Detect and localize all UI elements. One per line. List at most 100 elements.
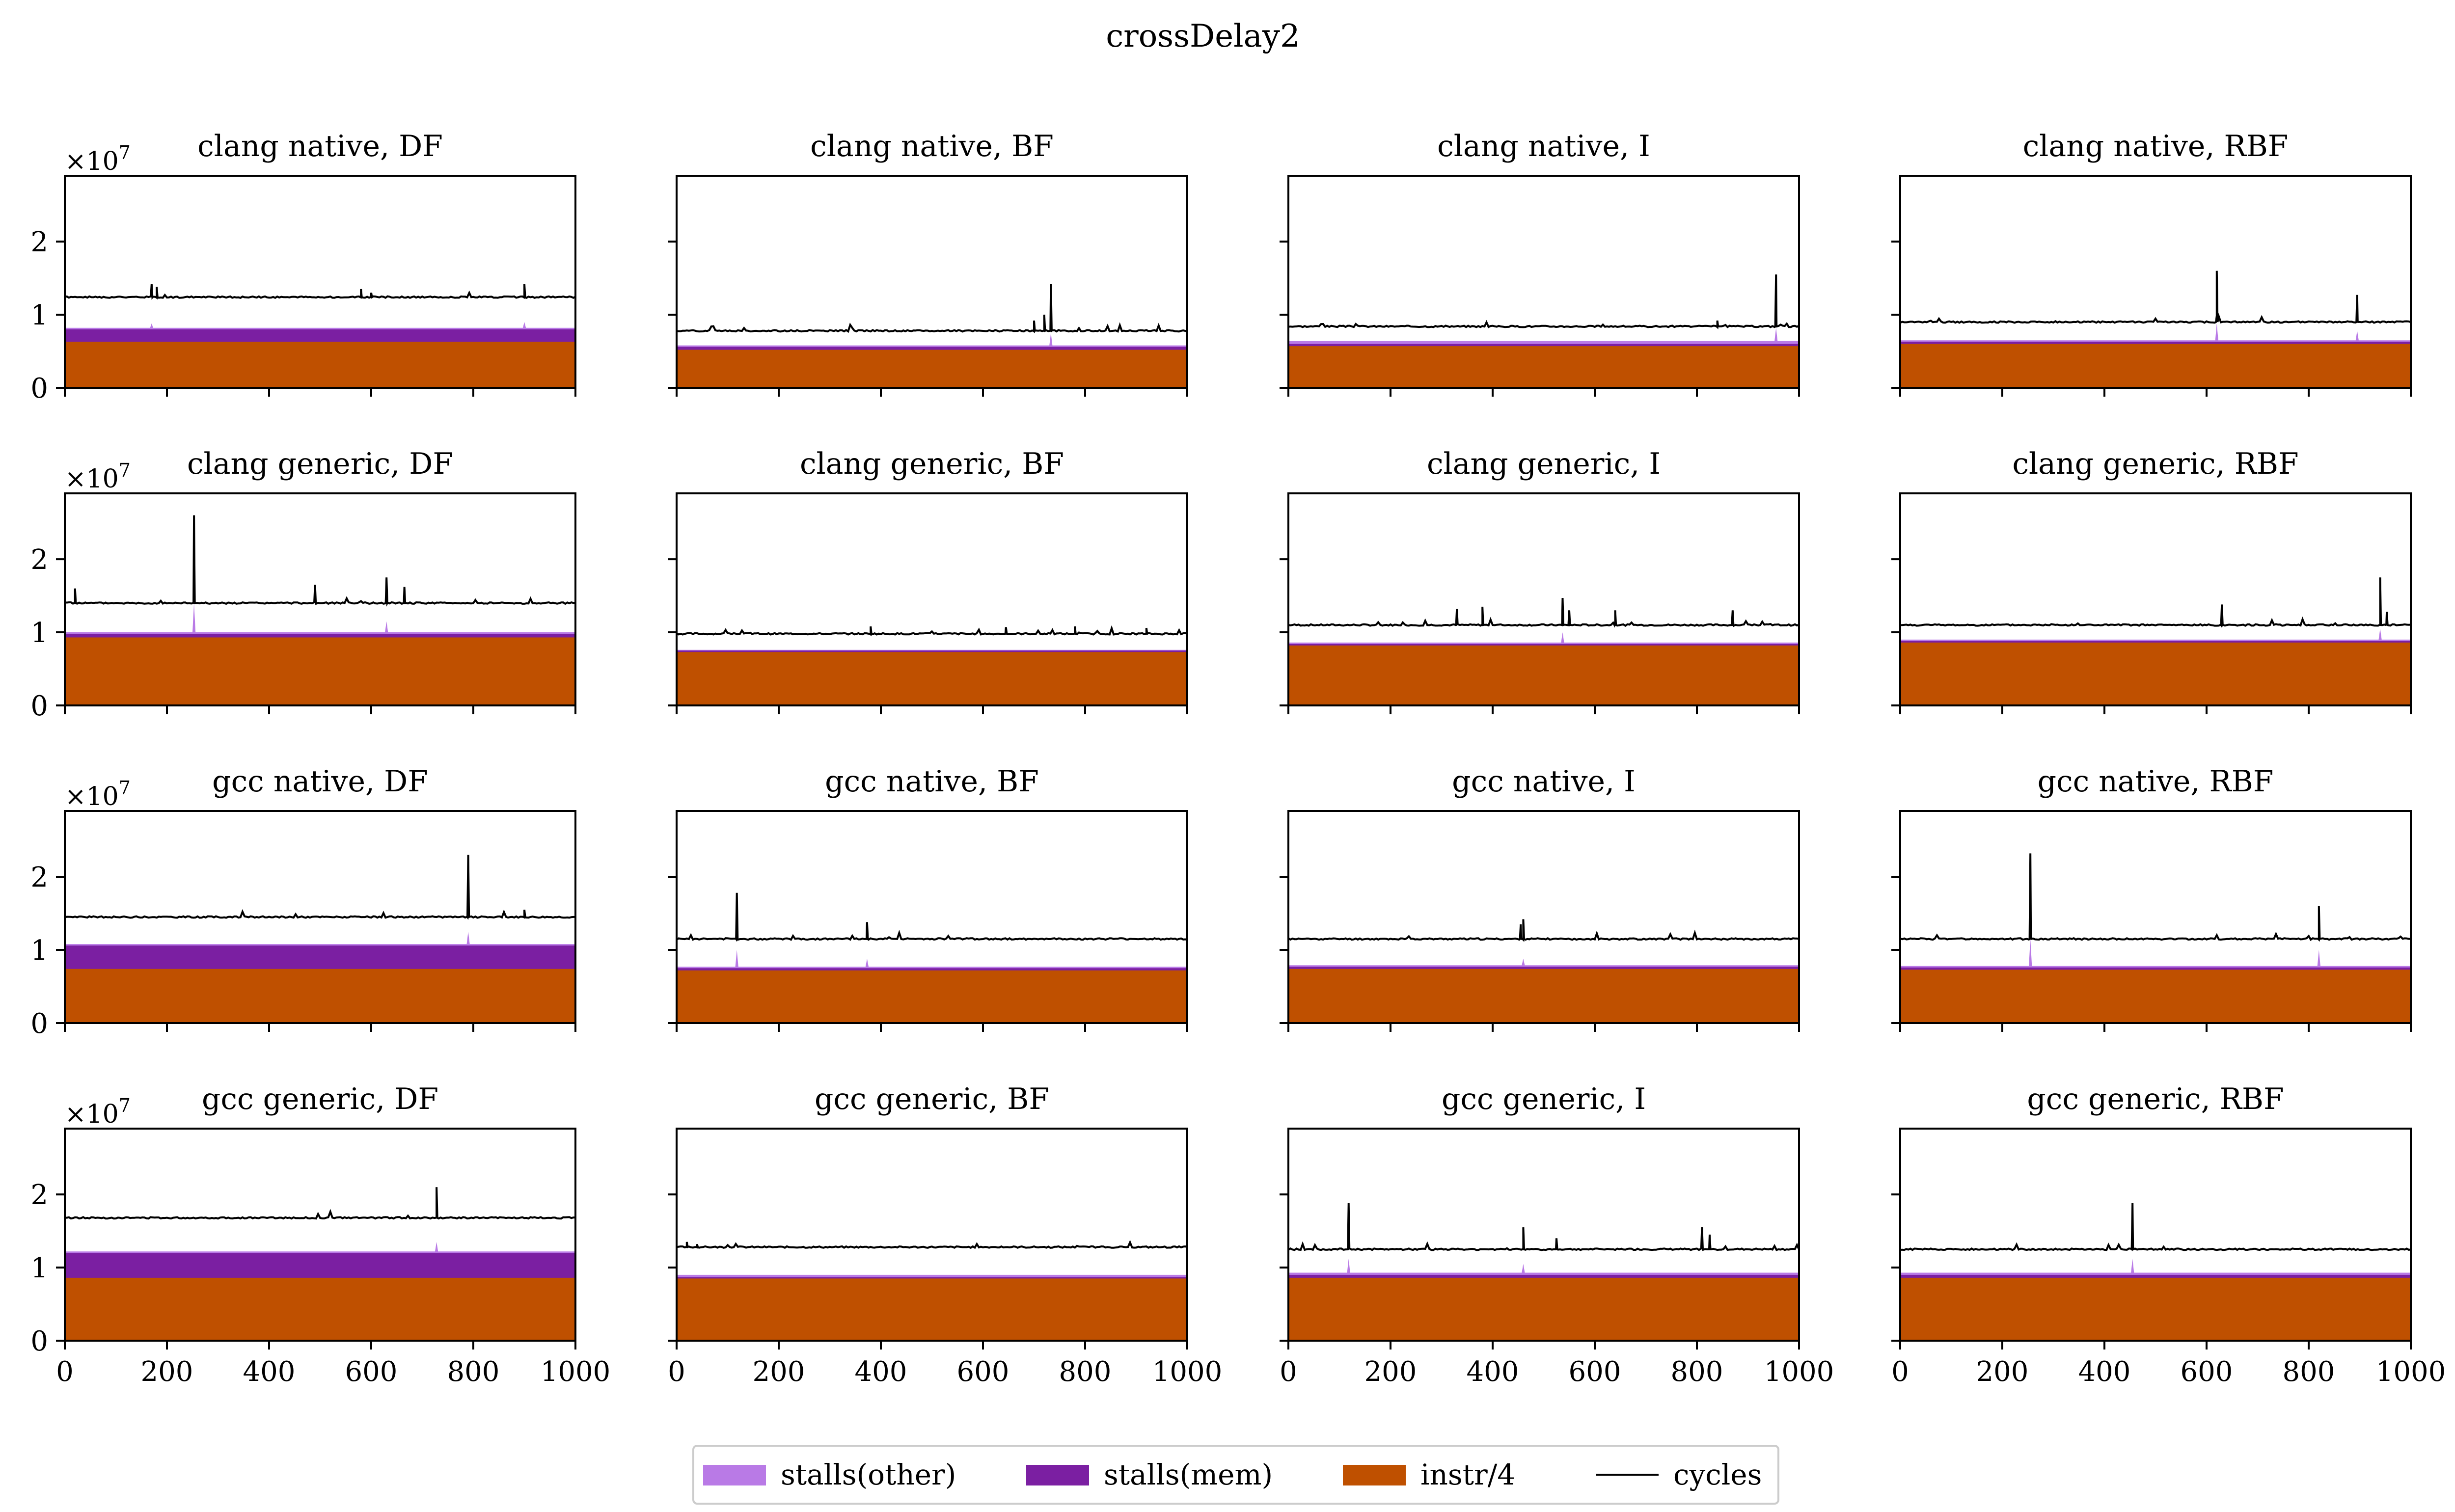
subplot-title: gcc native, DF [212, 764, 428, 799]
axes-frame [1899, 810, 2412, 1024]
subplot: clang generic, BF [668, 447, 1188, 714]
x-tick-label: 200 [1976, 1356, 2029, 1388]
x-tick-label: 800 [1059, 1356, 1112, 1388]
instr-area [65, 969, 575, 1023]
subplot: gcc native, I [1280, 764, 1800, 1032]
cycles-line [64, 284, 576, 300]
instr-area [1900, 1277, 2411, 1341]
axes-frame [1287, 492, 1800, 706]
x-tick-label: 1000 [541, 1356, 611, 1388]
instr-area [65, 342, 575, 388]
instr-area [1900, 344, 2411, 388]
subplot: clang native, RBF [1891, 129, 2412, 397]
x-tick-label: 1000 [1764, 1356, 1834, 1388]
y-tick-label: 1 [30, 617, 48, 649]
x-tick-label: 0 [668, 1356, 685, 1388]
x-tick-label: 0 [56, 1356, 74, 1388]
subplot: clang generic, RBF [1891, 447, 2412, 714]
axes-frame [676, 810, 1188, 1024]
subplot-title: clang generic, RBF [2012, 447, 2298, 481]
y-tick-label: 1 [30, 1252, 48, 1284]
subplot-title: clang native, RBF [2023, 129, 2289, 163]
cycles-line [64, 855, 575, 920]
axes-frame [1899, 1128, 2412, 1342]
instr-area [65, 637, 575, 705]
y-tick-label: 1 [30, 299, 48, 331]
panels: clang native, DF 0 1 2 ×107 clang native, BF c… [30, 129, 2446, 1388]
cycles-line [676, 284, 1188, 333]
subplot-title: gcc generic, DF [202, 1082, 438, 1116]
instr-area [65, 1277, 575, 1341]
x-tick-label: 800 [447, 1356, 500, 1388]
x-tick-label: 600 [1569, 1356, 1621, 1388]
legend-swatch-stalls_other [703, 1465, 766, 1485]
cycles-line [676, 892, 1188, 942]
scale-label: ×107 [65, 142, 131, 176]
axes-frame [1899, 175, 2412, 389]
axes-frame [1899, 492, 2412, 706]
x-tick-label: 200 [1364, 1356, 1417, 1388]
axes-frame [64, 175, 576, 389]
subplot: gcc native, BF [668, 764, 1188, 1032]
instr-area [1288, 1277, 1799, 1341]
cycles-line [64, 1187, 576, 1220]
x-tick-label: 800 [1671, 1356, 1723, 1388]
axes-frame [676, 492, 1188, 706]
x-tick-label: 600 [957, 1356, 1009, 1388]
legend-label: stalls(mem) [1104, 1458, 1273, 1491]
scale-label: ×107 [65, 777, 131, 811]
axes-frame [1287, 175, 1800, 389]
instr-area [1288, 645, 1799, 705]
cycles-line [1288, 1203, 1800, 1251]
instr-area [1288, 346, 1799, 388]
x-tick-label: 200 [141, 1356, 193, 1388]
axes-frame [1287, 1128, 1800, 1342]
instr-area [677, 1278, 1187, 1341]
instr-area [1900, 642, 2411, 705]
cycles-line [676, 1240, 1188, 1249]
cycles-line [1288, 597, 1800, 628]
subplot-title: clang native, I [1437, 129, 1650, 163]
instr-area [1288, 969, 1799, 1023]
y-tick-label: 2 [30, 862, 48, 893]
x-tick-label: 1000 [1152, 1356, 1223, 1388]
y-tick-label: 0 [30, 1008, 48, 1040]
subplot-title: gcc generic, BF [815, 1082, 1049, 1116]
axes-frame [676, 1128, 1188, 1342]
subplot: gcc native, DF 0 1 2 ×107 [30, 764, 576, 1040]
legend: stalls(other) stalls(mem) instr/4 cycles [692, 1445, 1779, 1505]
subplot: clang native, DF 0 1 2 ×107 [30, 129, 576, 405]
cycles-line [64, 515, 576, 607]
x-tick-label: 800 [2283, 1356, 2335, 1388]
x-tick-label: 0 [1280, 1356, 1297, 1388]
x-tick-label: 0 [1891, 1356, 1909, 1388]
subplot-title: clang generic, I [1427, 447, 1661, 481]
instr-area [1900, 970, 2411, 1023]
scale-label: ×107 [65, 459, 131, 494]
subplot-title: gcc native, BF [825, 764, 1039, 799]
subplot: gcc generic, DF 0 1 2 ×107 0 200 400 600 800 1000 [30, 1082, 610, 1388]
y-tick-label: 1 [30, 935, 48, 967]
subplot: clang native, I [1280, 129, 1800, 397]
x-tick-label: 400 [1467, 1356, 1519, 1388]
x-tick-label: 400 [855, 1356, 907, 1388]
subplot-title: clang generic, DF [187, 447, 453, 481]
subplot: gcc generic, I 0 200 400 600 800 1000 [1280, 1082, 1834, 1388]
y-tick-label: 0 [30, 690, 48, 722]
figure-title: crossDelay2 [1106, 18, 1300, 54]
x-tick-label: 600 [2181, 1356, 2233, 1388]
x-tick-label: 400 [2078, 1356, 2131, 1388]
legend-label: stalls(other) [781, 1458, 956, 1491]
x-tick-label: 400 [243, 1356, 296, 1388]
subplot: gcc native, RBF [1891, 764, 2412, 1032]
scale-label: ×107 [65, 1095, 131, 1129]
legend-label: instr/4 [1420, 1458, 1515, 1491]
cycles-line [1900, 1203, 2411, 1251]
cycles-line [1900, 577, 2411, 628]
subplot: clang generic, DF 0 1 2 ×107 [30, 447, 576, 722]
cycles-line [1288, 919, 1800, 942]
instr-area [677, 652, 1187, 705]
subplot-title: gcc generic, RBF [2027, 1082, 2284, 1116]
axes-frame [1287, 810, 1800, 1024]
legend-label: cycles [1673, 1458, 1762, 1491]
